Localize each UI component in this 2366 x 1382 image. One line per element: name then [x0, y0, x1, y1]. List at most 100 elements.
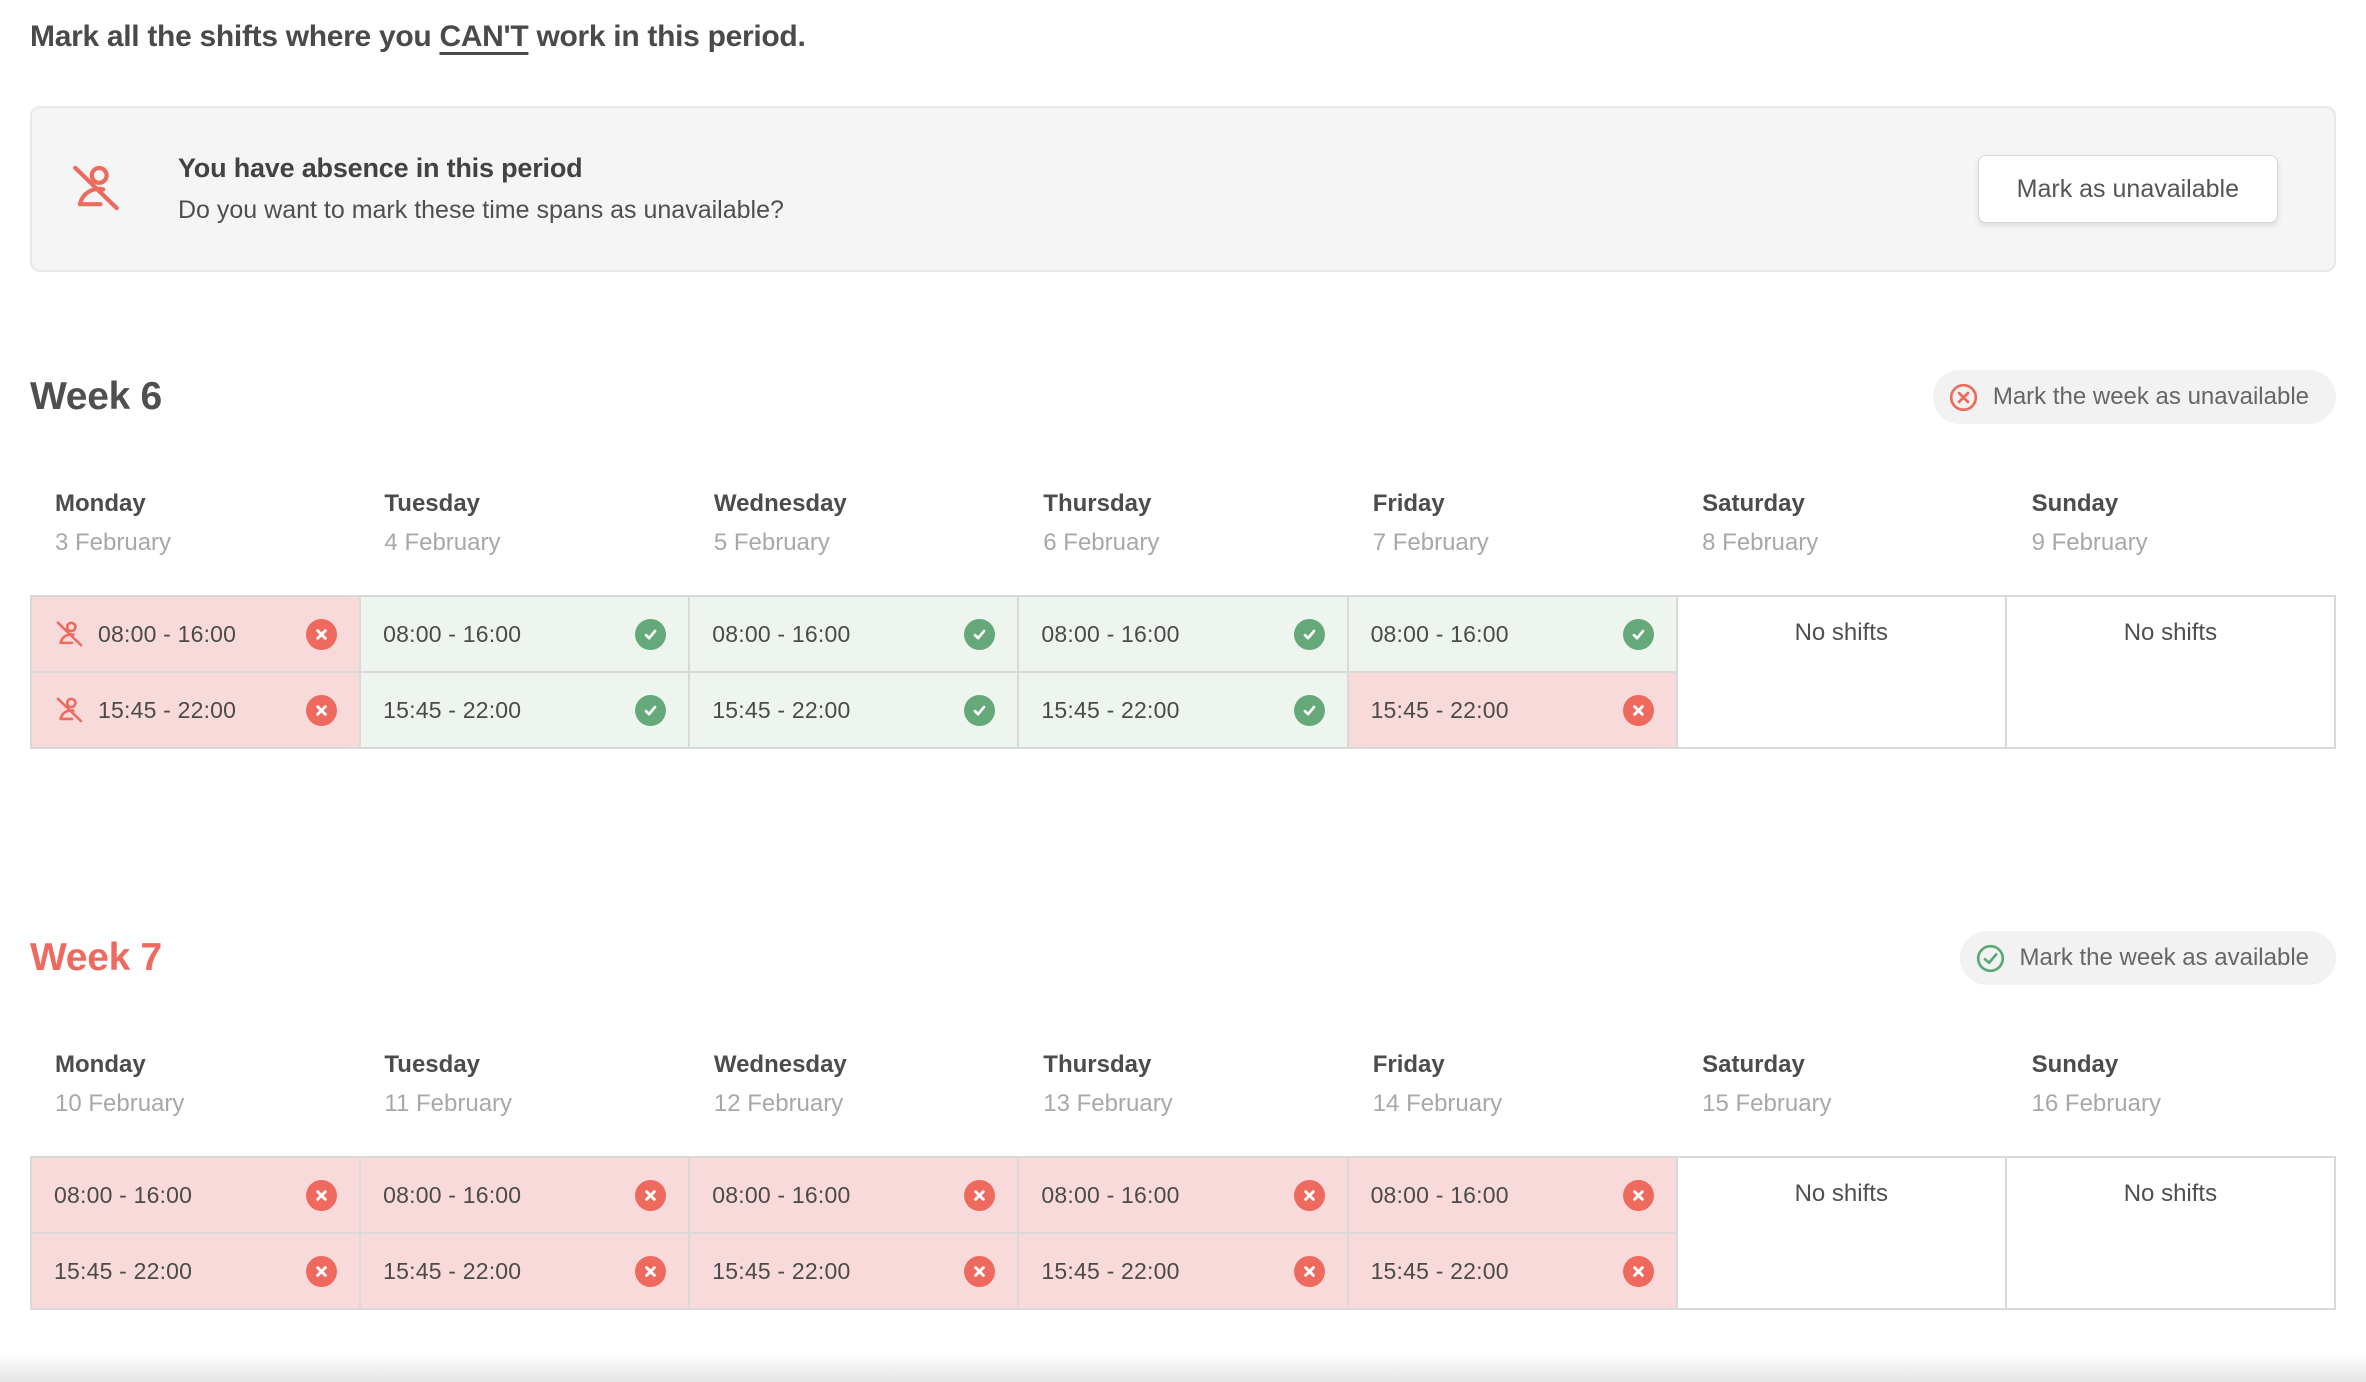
available-badge-icon[interactable]	[964, 618, 996, 650]
shift-cell[interactable]: 15:45 - 22:00	[361, 673, 689, 747]
shift-cell[interactable]: 08:00 - 16:00	[1019, 597, 1347, 671]
day-date: 6 February	[1043, 529, 1160, 556]
shift-cell[interactable]: 15:45 - 22:00	[1348, 673, 1676, 747]
day-name: Saturday	[1702, 1051, 1805, 1078]
banner-subtitle: Do you want to mark these time spans as …	[178, 196, 784, 224]
day-date: 5 February	[713, 529, 830, 556]
shift-cell[interactable]: 08:00 - 16:00	[361, 597, 689, 671]
week-title: Week 6	[30, 375, 162, 418]
day-header: Sunday 9 February	[2007, 490, 2336, 557]
shift-cell[interactable]: 15:45 - 22:00	[32, 1234, 360, 1308]
day-header: Tuesday 4 February	[359, 490, 688, 557]
page-title-emphasis: CAN'T	[439, 20, 529, 53]
shift-grid: 08:00 - 16:00 15:45 - 22:00 08:00 - 16:0…	[30, 1156, 2336, 1310]
shift-cell[interactable]: 08:00 - 16:00	[32, 597, 360, 671]
unavailable-badge-icon[interactable]	[1622, 694, 1654, 726]
shift-cell[interactable]: 08:00 - 16:00	[361, 1158, 689, 1232]
shift-cell[interactable]: 15:45 - 22:00	[1348, 1234, 1676, 1308]
no-shifts-cell: No shifts	[1677, 1158, 2005, 1308]
unavailable-badge-icon[interactable]	[1622, 1179, 1654, 1211]
unavailable-badge-icon[interactable]	[306, 1255, 338, 1287]
day-header: Friday 7 February	[1348, 490, 1677, 557]
day-header: Monday 3 February	[30, 490, 359, 557]
shift-cell[interactable]: 08:00 - 16:00	[32, 1158, 360, 1232]
unavailable-badge-icon[interactable]	[635, 1179, 667, 1211]
unavailable-badge-icon[interactable]	[964, 1255, 996, 1287]
no-shifts-cell: No shifts	[2006, 597, 2334, 747]
page-title-suffix: work in this period.	[528, 20, 806, 53]
shift-cell[interactable]: 15:45 - 22:00	[690, 673, 1018, 747]
unavailable-badge-icon[interactable]	[964, 1179, 996, 1211]
unavailable-badge-icon[interactable]	[306, 618, 338, 650]
shift-time: 15:45 - 22:00	[98, 696, 237, 723]
day-date: 10 February	[55, 1090, 185, 1117]
day-name: Sunday	[2031, 490, 2119, 517]
shift-cell[interactable]: 08:00 - 16:00	[1019, 1158, 1347, 1232]
shift-time: 15:45 - 22:00	[712, 696, 851, 723]
shift-grid: 08:00 - 16:00 15:45 - 22:00 08:00 - 16:0…	[30, 595, 2336, 749]
day-date: 4 February	[384, 529, 501, 556]
day-name: Thursday	[1043, 1051, 1152, 1078]
no-shifts-label: No shifts	[1794, 1180, 1888, 1207]
day-header: Wednesday 5 February	[689, 490, 1018, 557]
shift-time: 15:45 - 22:00	[1370, 1257, 1509, 1284]
shift-cell[interactable]: 15:45 - 22:00	[1019, 1234, 1347, 1308]
available-badge-icon[interactable]	[635, 694, 667, 726]
mark-as-unavailable-button[interactable]: Mark as unavailable	[1977, 155, 2278, 223]
shift-cell[interactable]: 15:45 - 22:00	[361, 1234, 689, 1308]
day-date: 11 February	[384, 1090, 513, 1117]
day-header: Wednesday 12 February	[689, 1051, 1018, 1118]
available-badge-icon[interactable]	[635, 618, 667, 650]
unavailable-badge-icon[interactable]	[635, 1255, 667, 1287]
shift-time: 08:00 - 16:00	[383, 620, 522, 647]
day-header: Tuesday 11 February	[359, 1051, 688, 1118]
available-badge-icon[interactable]	[1293, 694, 1325, 726]
day-headers-row: Monday 10 February Tuesday 11 February W…	[30, 1051, 2336, 1118]
shift-time: 08:00 - 16:00	[1041, 1181, 1180, 1208]
day-date: 12 February	[713, 1090, 844, 1117]
absence-person-icon	[54, 619, 85, 650]
shift-time: 15:45 - 22:00	[712, 1257, 851, 1284]
available-badge-icon[interactable]	[964, 694, 996, 726]
absence-person-icon	[54, 695, 85, 726]
available-badge-icon[interactable]	[1622, 618, 1654, 650]
shift-cell[interactable]: 08:00 - 16:00	[1348, 1158, 1676, 1232]
unavailable-badge-icon[interactable]	[306, 694, 338, 726]
no-shifts-cell: No shifts	[1677, 597, 2005, 747]
circle-check-outline-icon	[1976, 944, 2005, 973]
mark-week-label: Mark the week as available	[2019, 944, 2309, 971]
shift-cell[interactable]: 08:00 - 16:00	[690, 597, 1018, 671]
week-header: Week 7 Mark the week as available	[30, 929, 2336, 987]
day-name: Monday	[55, 490, 146, 517]
unavailable-badge-icon[interactable]	[1293, 1255, 1325, 1287]
day-date: 14 February	[1372, 1090, 1503, 1117]
shift-cell[interactable]: 15:45 - 22:00	[32, 673, 360, 747]
availability-page: Mark all the shifts where you CAN'T work…	[0, 20, 2366, 1310]
unavailable-badge-icon[interactable]	[1622, 1255, 1654, 1287]
absence-banner: You have absence in this period Do you w…	[30, 106, 2336, 272]
unavailable-badge-icon[interactable]	[1293, 1179, 1325, 1211]
banner-title: You have absence in this period	[178, 153, 583, 183]
mark-week-pill-button[interactable]: Mark the week as available	[1959, 931, 2336, 985]
mark-week-pill-button[interactable]: Mark the week as unavailable	[1932, 370, 2336, 424]
shift-time: 08:00 - 16:00	[1370, 620, 1509, 647]
shift-time: 08:00 - 16:00	[54, 1181, 193, 1208]
available-badge-icon[interactable]	[1293, 618, 1325, 650]
day-header: Monday 10 February	[30, 1051, 359, 1118]
shift-cell[interactable]: 15:45 - 22:00	[1019, 673, 1347, 747]
shift-time: 08:00 - 16:00	[1370, 1181, 1509, 1208]
banner-text: You have absence in this period Do you w…	[178, 153, 784, 225]
weeks-container: Week 6 Mark the week as unavailable Mond…	[30, 368, 2336, 1310]
shift-cell[interactable]: 08:00 - 16:00	[690, 1158, 1018, 1232]
no-shifts-label: No shifts	[2123, 1180, 2218, 1207]
shift-cell[interactable]: 15:45 - 22:00	[690, 1234, 1018, 1308]
mark-week-label: Mark the week as unavailable	[1992, 383, 2309, 410]
shift-time: 08:00 - 16:00	[98, 620, 237, 647]
shift-cell[interactable]: 08:00 - 16:00	[1348, 597, 1676, 671]
unavailable-badge-icon[interactable]	[306, 1179, 338, 1211]
day-date: 15 February	[1702, 1090, 1832, 1117]
day-date: 8 February	[1702, 529, 1819, 556]
week-section: Week 6 Mark the week as unavailable Mond…	[30, 368, 2336, 749]
day-date: 7 February	[1372, 529, 1489, 556]
day-date: 3 February	[55, 529, 172, 556]
